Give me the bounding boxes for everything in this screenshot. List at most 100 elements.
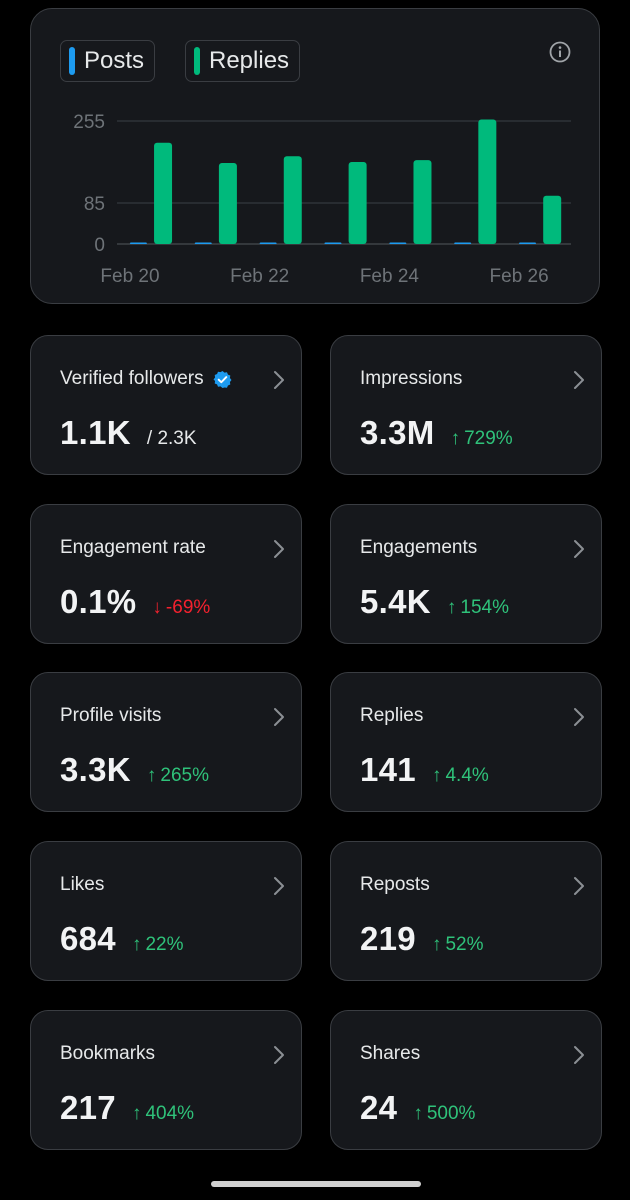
legend-posts[interactable]: Posts [60, 40, 156, 82]
replies-bar [478, 119, 497, 244]
replies-bar [154, 142, 173, 244]
stat-change-value: 4.4% [445, 765, 489, 786]
chart-card: Posts Replies 0 85 255 Feb 20 Feb 22 Feb 24 Fe… [30, 8, 600, 304]
chevron-right-icon [274, 540, 284, 558]
stat-value: 3.3M [360, 414, 435, 451]
stat-label-text: Bookmarks [60, 1043, 156, 1064]
stat-change-value: 22% [145, 934, 184, 955]
arrow-down-icon: ↓ [152, 597, 162, 618]
stat-value: 3.3K [60, 751, 131, 788]
stat-value: 684 [60, 920, 116, 957]
stat-card-impressions[interactable]: Impressions 3.3M ↑ 729% [330, 335, 602, 475]
stat-value-row: 1.1K / 2.3K [60, 414, 197, 452]
legend-replies[interactable]: Replies [185, 40, 301, 82]
stat-value-row: 0.1% ↓ -69% [60, 583, 210, 621]
stat-label: Verified followers [60, 368, 232, 390]
stat-change-value: 729% [464, 428, 513, 449]
y-tick-label: 255 [73, 112, 105, 133]
stat-change-value: 500% [426, 1103, 476, 1124]
stat-change-value: 265% [160, 765, 210, 786]
stat-value-row: 3.3K ↑ 265% [60, 751, 209, 789]
home-indicator[interactable] [211, 1181, 421, 1187]
stat-card-replies[interactable]: Replies 141 ↑ 4.4% [330, 672, 602, 812]
stat-change-value: 52% [445, 934, 484, 955]
chevron-right-icon [574, 877, 584, 895]
arrow-up-icon: ↑ [146, 765, 157, 786]
stat-value-row: 141 ↑ 4.4% [360, 751, 489, 789]
posts-bar [519, 242, 537, 244]
stat-value: 219 [360, 920, 416, 957]
stat-change: ↑ 22% [132, 934, 184, 956]
chevron-right-icon [574, 708, 584, 726]
x-tick-label: Feb 20 [100, 266, 159, 287]
stat-label-text: Profile visits [60, 705, 162, 726]
stat-value: 1.1K [60, 414, 131, 451]
stat-value: 0.1% [60, 583, 137, 620]
stat-change: ↑ 154% [447, 597, 509, 619]
replies-bar-chart: 0 85 255 Feb 20 Feb 22 Feb 24 Feb 26 [73, 112, 571, 287]
stat-change-value: 154% [460, 597, 510, 618]
stat-value-row: 219 ↑ 52% [360, 920, 484, 958]
stat-card-shares[interactable]: Shares 24 ↑ 500% [330, 1010, 602, 1150]
stat-card-engagement-rate[interactable]: Engagement rate 0.1% ↓ -69% [30, 504, 302, 644]
stat-label: Profile visits [60, 705, 161, 727]
stat-value-row: 5.4K ↑ 154% [360, 583, 509, 621]
stat-value-row: 217 ↑ 404% [60, 1089, 194, 1127]
posts-bar [324, 242, 342, 244]
stat-change: ↑ 4.4% [432, 765, 489, 787]
stat-label-text: Engagement rate [60, 537, 206, 558]
x-tick-label: Feb 22 [230, 266, 289, 287]
stat-label-text: Engagements [360, 537, 478, 558]
posts-swatch [69, 47, 75, 75]
stat-card-profile-visits[interactable]: Profile visits 3.3K ↑ 265% [30, 672, 302, 812]
x-tick-label: Feb 24 [360, 266, 420, 287]
chevron-right-icon [274, 1046, 284, 1064]
stat-change-value: 404% [145, 1103, 195, 1124]
stat-value: 141 [360, 751, 416, 788]
posts-bar [259, 242, 277, 244]
stat-label-text: Shares [360, 1043, 421, 1064]
legend-posts-label: Posts [84, 47, 145, 74]
stat-card-engagements[interactable]: Engagements 5.4K ↑ 154% [330, 504, 602, 644]
verified-badge-icon [213, 370, 232, 388]
posts-bar [129, 242, 147, 244]
legend-replies-label: Replies [209, 47, 290, 74]
stat-card-verified-followers[interactable]: Verified followers 1.1K / 2.3K [30, 335, 302, 475]
replies-bar [348, 162, 367, 244]
stat-label: Likes [60, 874, 104, 896]
chevron-right-icon [574, 1046, 584, 1064]
stat-label: Impressions [360, 368, 462, 390]
stat-card-bookmarks[interactable]: Bookmarks 217 ↑ 404% [30, 1010, 302, 1150]
y-tick-label: 0 [94, 235, 105, 256]
stat-label-text: Reposts [360, 874, 430, 895]
info-icon[interactable] [549, 41, 571, 63]
arrow-up-icon: ↑ [431, 765, 442, 786]
replies-bar [218, 162, 237, 244]
chevron-right-icon [274, 877, 284, 895]
stat-change: ↑ 500% [413, 1103, 475, 1125]
chevron-right-icon [574, 371, 584, 389]
chevron-right-icon [574, 540, 584, 558]
replies-bar [283, 156, 302, 244]
x-tick-label: Feb 26 [490, 266, 549, 287]
stat-label: Reposts [360, 874, 430, 896]
stat-change-value: -69% [165, 597, 211, 618]
stat-value: 217 [60, 1089, 116, 1126]
stat-card-likes[interactable]: Likes 684 ↑ 22% [30, 841, 302, 981]
stat-change: ↑ 729% [451, 428, 513, 450]
stat-label-text: Replies [360, 705, 424, 726]
stat-card-reposts[interactable]: Reposts 219 ↑ 52% [330, 841, 602, 981]
stat-label-text: Impressions [360, 368, 463, 389]
stat-label: Engagement rate [60, 537, 206, 559]
chevron-right-icon [274, 708, 284, 726]
stat-value-row: 684 ↑ 22% [60, 920, 184, 958]
replies-bar [543, 195, 562, 244]
stat-value: 5.4K [360, 583, 431, 620]
stat-change: ↑ 52% [432, 934, 484, 956]
replies-swatch [194, 47, 200, 75]
stat-label: Bookmarks [60, 1043, 155, 1065]
arrow-up-icon: ↑ [450, 428, 461, 449]
arrow-up-icon: ↑ [413, 1103, 423, 1124]
stat-label: Shares [360, 1043, 420, 1065]
stat-label-text: Likes [60, 874, 105, 895]
